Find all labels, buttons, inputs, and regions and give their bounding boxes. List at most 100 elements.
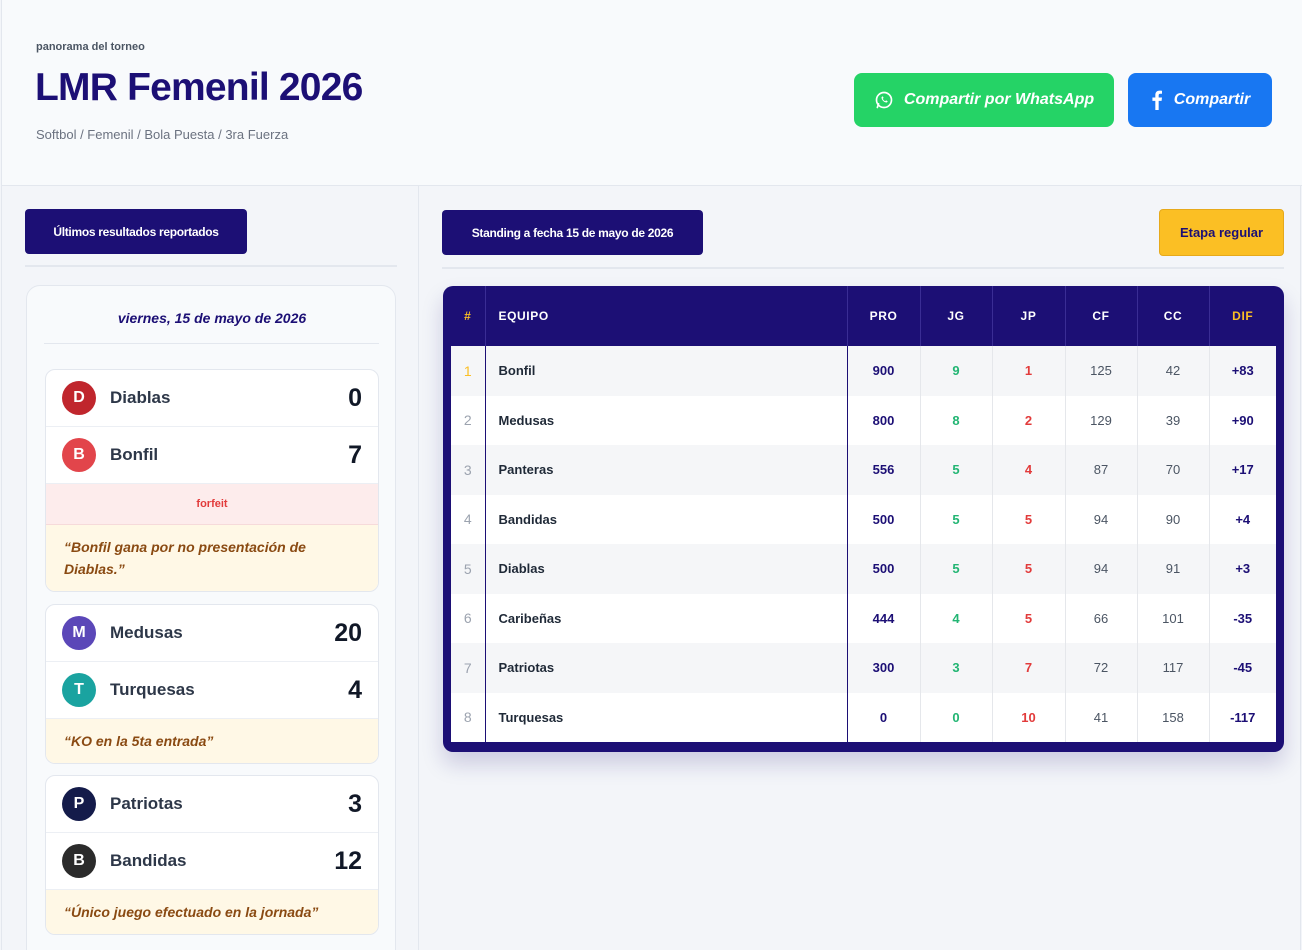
game-note: “KO en la 5ta entrada” <box>46 719 378 763</box>
standings-section-rule <box>442 267 1284 269</box>
cell-cf: 94 <box>1065 494 1138 544</box>
cell-cc: 101 <box>1137 593 1210 643</box>
column-divider <box>418 186 419 950</box>
cell-dif: +17 <box>1209 445 1276 495</box>
table-row[interactable]: 8 Turquesas 0 0 10 41 158 -117 <box>451 692 1276 742</box>
team-score: 0 <box>348 383 362 412</box>
results-date: viernes, 15 de mayo de 2026 <box>117 310 307 326</box>
team-logo-initial: B <box>73 446 85 463</box>
cell-jg: 9 <box>920 346 993 396</box>
cell-pos: 3 <box>451 445 486 495</box>
cell-pro: 0 <box>847 692 921 742</box>
cell-cf: 87 <box>1065 445 1138 495</box>
cell-team: Caribeñas <box>485 593 848 643</box>
team-name: Patriotas <box>110 794 183 813</box>
cell-cf: 129 <box>1065 395 1138 445</box>
cell-jg: 0 <box>920 692 993 742</box>
cell-jp: 1 <box>992 346 1066 396</box>
cell-dif: -35 <box>1209 593 1276 643</box>
table-row[interactable]: 2 Medusas 800 8 2 129 39 +90 <box>451 395 1276 445</box>
page-eyebrow: panorama del torneo <box>36 41 145 53</box>
cell-dif: +3 <box>1209 544 1276 594</box>
cell-pos: 6 <box>451 593 486 643</box>
cell-cf: 41 <box>1065 692 1138 742</box>
table-row[interactable]: 6 Caribeñas 444 4 5 66 101 -35 <box>451 593 1276 643</box>
cell-team: Bandidas <box>485 494 848 544</box>
stage-button[interactable]: Etapa regular <box>1159 209 1284 256</box>
cell-pos: 2 <box>451 395 486 445</box>
team-logo-icon: B <box>62 844 96 878</box>
table-row[interactable]: 7 Patriotas 300 3 7 72 117 -45 <box>451 643 1276 693</box>
team-name: Medusas <box>110 623 183 642</box>
cell-cc: 70 <box>1137 445 1210 495</box>
team-logo-icon: D <box>62 381 96 415</box>
team-logo-initial: M <box>72 624 86 641</box>
share-facebook-label: Compartir <box>1173 91 1251 108</box>
cell-jp: 5 <box>992 544 1066 594</box>
table-row[interactable]: 1 Bonfil 900 9 1 125 42 +83 <box>451 346 1276 396</box>
game-team-row: P Patriotas 3 <box>46 776 378 833</box>
col-header-cc: CC <box>1137 286 1210 346</box>
game-team-row: M Medusas 20 <box>46 605 378 662</box>
team-logo-icon: B <box>62 438 96 472</box>
game-card[interactable]: M Medusas 20 T Turquesas 4 “KO en la 5ta… <box>45 604 379 764</box>
cell-cc: 42 <box>1137 346 1210 396</box>
team-name: Turquesas <box>110 680 195 699</box>
cell-cf: 72 <box>1065 643 1138 693</box>
game-card[interactable]: P Patriotas 3 B Bandidas 12 “Único juego… <box>45 775 379 935</box>
cell-pro: 900 <box>847 346 921 396</box>
results-section-rule <box>25 265 397 267</box>
share-whatsapp-label: Compartir por WhatsApp <box>903 91 1095 108</box>
cell-cf: 125 <box>1065 346 1138 396</box>
team-logo-icon: T <box>62 673 96 707</box>
game-note: “Único juego efectuado en la jornada” <box>46 890 378 934</box>
cell-cc: 91 <box>1137 544 1210 594</box>
col-header-jg: JG <box>920 286 993 346</box>
cell-jg: 8 <box>920 395 993 445</box>
cell-pos: 5 <box>451 544 486 594</box>
share-facebook-button[interactable]: Compartir <box>1128 73 1272 127</box>
table-row[interactable]: 3 Panteras 556 5 4 87 70 +17 <box>451 445 1276 495</box>
cell-team: Patriotas <box>485 643 848 693</box>
cell-jg: 3 <box>920 643 993 693</box>
cell-jp: 4 <box>992 445 1066 495</box>
cell-team: Bonfil <box>485 346 848 396</box>
team-score: 12 <box>334 846 362 875</box>
cell-cc: 39 <box>1137 395 1210 445</box>
game-card[interactable]: D Diablas 0 B Bonfil 7 forfeit “Bonfil g… <box>45 369 379 592</box>
cell-jg: 4 <box>920 593 993 643</box>
cell-jp: 7 <box>992 643 1066 693</box>
game-team-row: T Turquesas 4 <box>46 662 378 719</box>
team-name: Bandidas <box>110 851 187 870</box>
cell-pro: 300 <box>847 643 921 693</box>
game-team-row: B Bandidas 12 <box>46 833 378 890</box>
forfeit-badge: forfeit <box>46 484 378 525</box>
table-row[interactable]: 5 Diablas 500 5 5 94 91 +3 <box>451 544 1276 594</box>
cell-pro: 800 <box>847 395 921 445</box>
cell-cf: 94 <box>1065 544 1138 594</box>
col-header-jp: JP <box>992 286 1066 346</box>
cell-dif: -117 <box>1209 692 1276 742</box>
cell-jg: 5 <box>920 544 993 594</box>
team-logo-icon: M <box>62 616 96 650</box>
cell-jg: 5 <box>920 494 993 544</box>
share-whatsapp-button[interactable]: Compartir por WhatsApp <box>854 73 1114 127</box>
cell-pos: 1 <box>451 346 486 396</box>
cell-pro: 500 <box>847 544 921 594</box>
table-row[interactable]: 4 Bandidas 500 5 5 94 90 +4 <box>451 494 1276 544</box>
cell-pos: 4 <box>451 494 486 544</box>
team-logo-initial: B <box>73 852 85 869</box>
standings-table: # EQUIPO PRO JG JP CF CC DIF 1 Bonfil 90… <box>451 286 1276 742</box>
whatsapp-icon <box>875 91 893 109</box>
col-header-team: EQUIPO <box>485 286 848 346</box>
cell-pos: 7 <box>451 643 486 693</box>
game-team-row: B Bonfil 7 <box>46 427 378 484</box>
cell-pos: 8 <box>451 692 486 742</box>
cell-pro: 556 <box>847 445 921 495</box>
standings-header-row: # EQUIPO PRO JG JP CF CC DIF <box>451 286 1276 346</box>
col-header-pos: # <box>451 286 486 346</box>
results-date-rule <box>44 343 379 344</box>
cell-cc: 158 <box>1137 692 1210 742</box>
col-header-cf: CF <box>1065 286 1138 346</box>
